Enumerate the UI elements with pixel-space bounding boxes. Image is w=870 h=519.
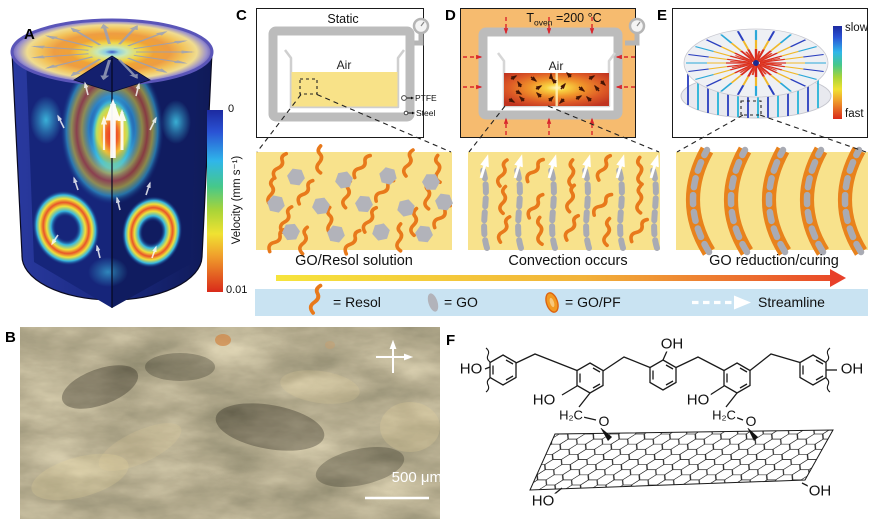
cfd-cylinder-plot [10, 18, 223, 308]
gauge-needle [420, 21, 425, 27]
streamline-plot: slow fast [672, 8, 868, 138]
panel-e-label: E [657, 7, 668, 24]
polarized-microscopy-image: 500 μm [20, 327, 440, 519]
heated-oven-art [463, 17, 646, 135]
colorbar-label-fast: fast [845, 108, 864, 120]
ho-left-label: HO [458, 360, 484, 378]
oh-right-label: OH [839, 360, 865, 378]
h2c-left-label: H₂C [558, 407, 584, 423]
small-velocity-arrows [51, 81, 157, 259]
center-upflow-arrows [100, 98, 127, 158]
streamline-arrow-icon [692, 295, 751, 310]
hot-center-slit [555, 73, 558, 106]
panel-b-label: B [5, 329, 16, 346]
static-oven-schematic: Static Air PTFE Steel [256, 8, 437, 138]
legend-gopf-label: = GO/PF [565, 294, 621, 310]
convection-art [479, 152, 660, 251]
cylinder-top-face [12, 20, 212, 84]
steel-callout-marker [403, 110, 409, 116]
air-label-c: Air [336, 58, 352, 72]
go-sheet-icon [427, 293, 439, 312]
vortex-center [753, 60, 759, 66]
colorbar-tick-bottom: 0.01 [226, 284, 248, 296]
legend-symbols [308, 283, 751, 315]
panel-c-label: C [236, 7, 247, 24]
o-right-label: O [744, 413, 758, 429]
go-resol-art [262, 144, 454, 258]
texture-patches [31, 334, 440, 501]
ho-mid-right-label: HO [685, 391, 711, 409]
aligned-go-chains [480, 167, 660, 251]
go-pf-icon [545, 292, 559, 313]
chemical-structure: OH HO OH HO HO H₂C H₂C O O HO OH [440, 330, 870, 519]
ptfe-label: PTFE [415, 93, 437, 103]
gauge-needle [636, 21, 641, 27]
temp-subscript: oven [534, 17, 553, 28]
oh-top-label: OH [659, 335, 685, 353]
h2c-right-label: H₂C [711, 407, 737, 423]
wedge-bond-right [747, 427, 758, 441]
resol-graphene-structure [484, 347, 837, 497]
velocity-colorbar [207, 110, 223, 292]
legend-bar: = Resol = GO = GO/PF Streamline [255, 283, 868, 316]
gauge-pipe [625, 33, 640, 46]
convection-plumes [30, 56, 191, 287]
static-oven-art [268, 17, 430, 122]
caption-go-resol: GO/Resol solution [295, 253, 413, 269]
colorbar-label-slow: slow [845, 22, 869, 34]
go-resol-solution-illustration [256, 144, 454, 258]
legend-go-label: = GO [444, 294, 478, 310]
go-resol-liquid [291, 72, 398, 107]
microscopy-texture [20, 327, 440, 519]
panel-d-label: D [445, 7, 456, 24]
streamline-art [680, 26, 842, 119]
process-gradient-arrowhead-icon [830, 269, 846, 287]
go-pf-chains [686, 146, 868, 256]
panel-f-label: F [446, 332, 456, 349]
go-curing-art [686, 146, 868, 256]
oh-bottom-label: OH [807, 482, 833, 500]
convection-illustration [468, 152, 660, 251]
benzene-rings [489, 354, 827, 394]
speed-colorbar [833, 26, 842, 119]
caption-go-curing: GO reduction/curing [709, 253, 839, 269]
steel-label: Steel [416, 108, 436, 118]
panel-a-label: A [24, 26, 35, 43]
caption-convection: Convection occurs [508, 253, 628, 269]
o-left-label: O [597, 413, 611, 429]
wedge-bond-left [600, 427, 612, 441]
graphene-sheet [529, 429, 834, 491]
bonds [484, 347, 837, 497]
convection-current-arrows [508, 71, 607, 105]
process-gradient-arrow [276, 275, 832, 281]
polarizer-crosshair-icon [376, 339, 414, 373]
go-curing-illustration [676, 146, 868, 256]
resol-squiggle-icon [308, 283, 323, 315]
legend-resol-label: = Resol [333, 294, 381, 310]
oven-temp-label: Toven =200 °C [501, 11, 627, 28]
temp-symbol: T [526, 11, 535, 25]
static-title: Static [327, 12, 359, 26]
scale-bar-label: 500 μm [391, 469, 440, 486]
temp-value: =200 °C [552, 11, 602, 25]
legend-streamline-label: Streamline [758, 294, 825, 310]
upflow-arrows [479, 154, 659, 179]
heated-oven-schematic: Toven =200 °C Air [460, 8, 646, 138]
ptfe-callout-marker [401, 95, 407, 101]
colorbar-tick-top: 0 [228, 103, 235, 115]
air-label-d: Air [548, 59, 564, 73]
ho-bottom-label: HO [530, 492, 556, 510]
ho-mid-left-label: HO [531, 391, 557, 409]
colorbar-axis-label: Velocity (mm s⁻¹) [231, 155, 243, 245]
